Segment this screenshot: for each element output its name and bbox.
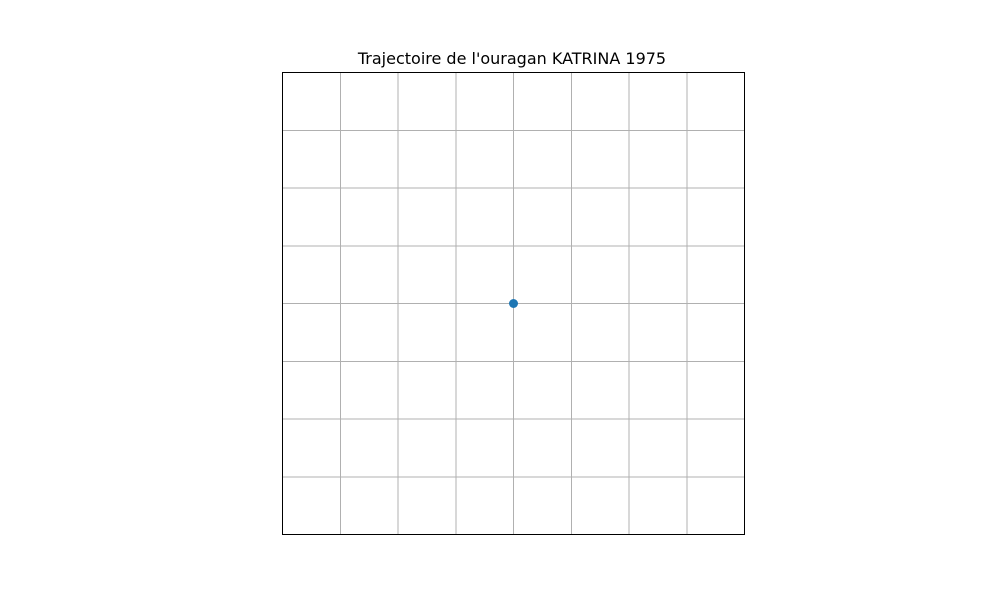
chart-title: Trajectoire de l'ouragan KATRINA 1975 (357, 49, 666, 68)
plot-area (282, 72, 745, 535)
scatter-points (509, 299, 518, 308)
scatter-point (509, 299, 518, 308)
grid (282, 72, 745, 535)
plot-frame (282, 72, 745, 535)
